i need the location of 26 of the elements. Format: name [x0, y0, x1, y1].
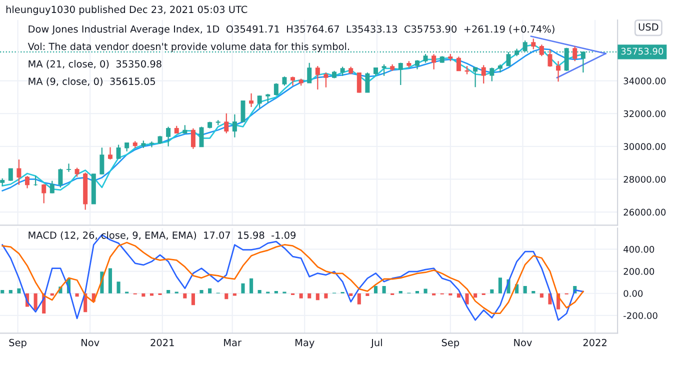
y-tick-label: 32000.00 — [624, 110, 666, 118]
ref-line-label: 35753.90 — [621, 48, 664, 55]
y-axis-title: USD — [638, 23, 658, 31]
y-tick-label: 30000.00 — [624, 143, 666, 150]
y-tick-label: 400.00 — [624, 246, 654, 253]
x-tick-label: Jul — [370, 338, 382, 348]
x-tick-label: Mar — [224, 339, 242, 346]
annotation: Vol: The data vendor doesn't provide volume data for this symbol. — [28, 42, 350, 52]
x-tick-label: Nov — [514, 339, 532, 346]
x-tick-label: Sep — [442, 338, 460, 348]
x-tick-label: 2021 — [150, 338, 174, 346]
annotation: Dow Jones Industrial Average Index, 1D O35491.71 H35764.67 L35433.13 C35753.90 +261.19 (+0.74%) — [28, 25, 554, 35]
y-tick-label: -200.00 — [624, 312, 658, 320]
annotation: MA (9, close, 0) 35615.05 — [28, 77, 155, 86]
y-tick-label: 0.00 — [624, 290, 643, 297]
x-tick-label: Nov — [82, 339, 100, 346]
text: hleunguy1030 published Dec 23, 2021 05:03 UTC — [6, 6, 248, 15]
x-tick-label: 2022 — [583, 338, 606, 346]
y-tick-label: 26000.00 — [624, 208, 666, 216]
y-tick-label: 200.00 — [624, 268, 654, 275]
x-tick-label: May — [296, 339, 314, 348]
x-tick-label: Sep — [9, 338, 26, 348]
annotation: MACD (12, 26, close, 9, EMA, EMA) 17.07 15.98 -1.09 — [28, 231, 296, 240]
y-tick-label: 28000.00 — [624, 176, 666, 183]
annotation: MA (21, close, 0) 35350.98 — [28, 60, 162, 69]
y-tick-label: 34000.00 — [624, 77, 666, 84]
